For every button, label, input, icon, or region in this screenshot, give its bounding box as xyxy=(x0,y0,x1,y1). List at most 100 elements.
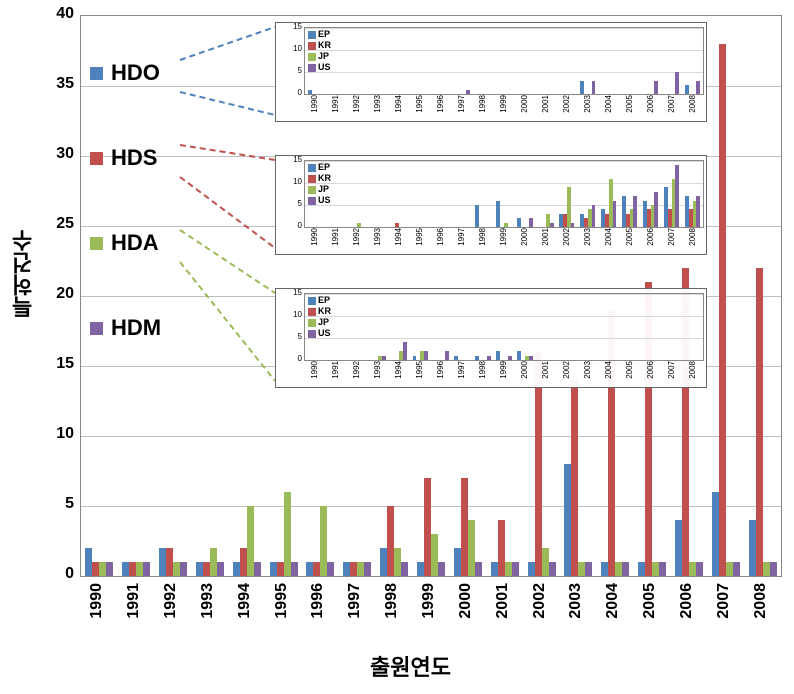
inset-y-tick: 10 xyxy=(293,177,302,186)
bar xyxy=(512,562,519,576)
inset-x-tick: 1992 xyxy=(352,228,361,246)
inset-y-tick: 5 xyxy=(298,199,302,208)
bar xyxy=(99,562,106,576)
inset-legend-label: KR xyxy=(318,173,331,183)
x-tick-label: 1997 xyxy=(346,583,364,619)
inset-x-tick: 1995 xyxy=(415,228,424,246)
bar xyxy=(247,506,254,576)
inset-bar xyxy=(454,356,458,360)
bar xyxy=(196,562,203,576)
bar xyxy=(357,562,364,576)
inset-y-tick: 15 xyxy=(293,288,302,297)
inset-x-tick: 2006 xyxy=(646,361,655,379)
inset-legend-marker xyxy=(308,53,316,61)
inset-y-tick: 15 xyxy=(293,155,302,164)
inset-bar xyxy=(395,223,399,227)
bar xyxy=(217,562,224,576)
bar xyxy=(726,562,733,576)
inset-x-tick: 1995 xyxy=(415,361,424,379)
inset-x-tick: 1997 xyxy=(457,361,466,379)
inset-y-tick: 0 xyxy=(298,221,302,230)
x-tick-label: 1993 xyxy=(199,583,217,619)
inset-bar xyxy=(654,81,658,94)
gridline xyxy=(81,436,781,437)
inset-x-tick: 2005 xyxy=(625,95,634,113)
bar xyxy=(417,562,424,576)
inset-x-tick: 2001 xyxy=(541,361,550,379)
bar xyxy=(166,548,173,576)
inset-x-tick: 1997 xyxy=(457,95,466,113)
bar xyxy=(749,520,756,576)
inset-x-tick: 1999 xyxy=(499,361,508,379)
bar xyxy=(143,562,150,576)
x-tick-label: 2005 xyxy=(641,583,659,619)
inset-x-tick: 1994 xyxy=(394,361,403,379)
inset-x-tick: 2005 xyxy=(625,361,634,379)
bar xyxy=(306,562,313,576)
inset-x-tick: 1994 xyxy=(394,95,403,113)
inset-x-tick: 1998 xyxy=(478,228,487,246)
inset-x-tick: 2002 xyxy=(562,95,571,113)
inset-y-tick: 10 xyxy=(293,44,302,53)
bar xyxy=(387,506,394,576)
x-tick-label: 2007 xyxy=(715,583,733,619)
inset-bar xyxy=(571,223,575,227)
bar xyxy=(85,548,92,576)
inset-y-tick: 0 xyxy=(298,354,302,363)
inset-x-tick: 2000 xyxy=(520,361,529,379)
inset-x-tick: 1995 xyxy=(415,95,424,113)
bar xyxy=(240,548,247,576)
bar xyxy=(401,562,408,576)
inset-bar xyxy=(445,351,449,360)
bar xyxy=(763,562,770,576)
inset-legend-item: KR xyxy=(308,173,331,183)
legend-label: HDS xyxy=(111,145,157,171)
inset-bar xyxy=(696,196,700,227)
inset-chart: 0510151990199119921993199419951996199719… xyxy=(275,155,707,255)
inset-legend-marker xyxy=(308,175,316,183)
inset-bar xyxy=(675,72,679,94)
inset-y-tick: 10 xyxy=(293,310,302,319)
inset-bar xyxy=(654,192,658,227)
inset-legend-marker xyxy=(308,64,316,72)
inset-x-tick: 2000 xyxy=(520,95,529,113)
bar xyxy=(92,562,99,576)
bar xyxy=(652,562,659,576)
bar xyxy=(733,562,740,576)
inset-x-tick: 1992 xyxy=(352,95,361,113)
inset-bar xyxy=(567,187,571,227)
inset-plot-area xyxy=(304,27,704,95)
bar xyxy=(284,492,291,576)
inset-x-tick: 2004 xyxy=(604,228,613,246)
inset-legend-label: JP xyxy=(318,51,329,61)
inset-x-tick: 1992 xyxy=(352,361,361,379)
bar xyxy=(461,478,468,576)
inset-bar xyxy=(357,223,361,227)
inset-bar xyxy=(475,356,479,360)
inset-x-tick: 2008 xyxy=(688,228,697,246)
inset-x-tick: 1996 xyxy=(436,361,445,379)
bar xyxy=(601,562,608,576)
inset-legend-marker xyxy=(308,297,316,305)
inset-x-tick: 1996 xyxy=(436,95,445,113)
legend-label: HDO xyxy=(111,60,160,86)
x-tick-label: 1996 xyxy=(309,583,327,619)
inset-bar xyxy=(504,223,508,227)
gridline xyxy=(81,506,781,507)
inset-bar xyxy=(550,223,554,227)
legend-label: HDA xyxy=(111,230,159,256)
y-axis-title: 특허건수 xyxy=(8,230,40,318)
inset-x-tick: 2007 xyxy=(667,361,676,379)
inset-x-tick: 1996 xyxy=(436,228,445,246)
y-tick-label: 40 xyxy=(56,5,74,23)
bar xyxy=(528,562,535,576)
inset-legend-marker xyxy=(308,197,316,205)
bar xyxy=(136,562,143,576)
y-tick-label: 20 xyxy=(56,285,74,303)
bar xyxy=(505,562,512,576)
bar xyxy=(696,562,703,576)
bar xyxy=(364,562,371,576)
bar xyxy=(394,548,401,576)
bar xyxy=(233,562,240,576)
y-tick-label: 35 xyxy=(56,75,74,93)
